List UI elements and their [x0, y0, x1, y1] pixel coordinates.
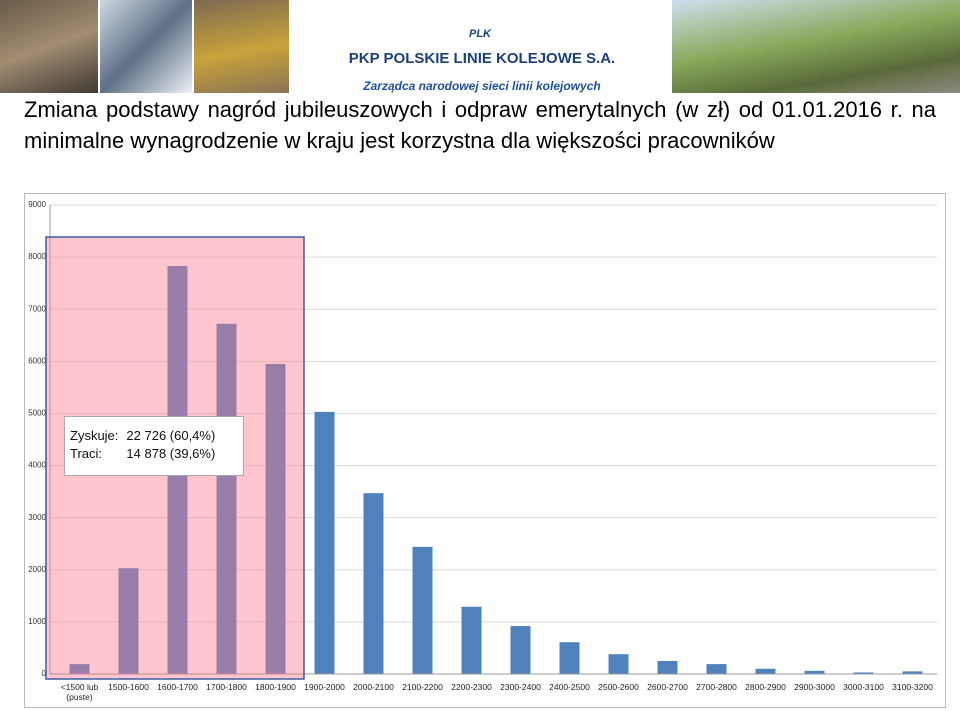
logo-text: PKP POLSKIE LINIE KOLEJOWE S.A. — [348, 50, 616, 67]
photo — [194, 0, 289, 93]
x-tick-label: 2400-2500 — [549, 682, 590, 692]
y-tick-label: 3000 — [28, 513, 46, 522]
bar — [608, 654, 629, 674]
bar — [314, 411, 335, 674]
x-tick-label: 2200-2300 — [451, 682, 492, 692]
annotation-row: Traci: 14 878 (39,6%) — [70, 445, 223, 463]
bar — [265, 363, 286, 674]
y-tick-label: 6000 — [28, 356, 46, 365]
bar — [559, 642, 580, 674]
y-tick-label: 7000 — [28, 304, 46, 313]
bar — [657, 660, 678, 674]
annotation-row: Zyskuje: 22 726 (60,4%) — [70, 427, 223, 445]
x-tick-label: 2100-2200 — [402, 682, 443, 692]
y-tick-label: 4000 — [28, 461, 46, 470]
bar — [902, 671, 923, 674]
x-tick-label: 2000-2100 — [353, 682, 394, 692]
photo — [100, 0, 192, 93]
x-tick-label: <1500 lub (puste) — [60, 682, 99, 702]
bar — [69, 664, 90, 674]
tagline: Zarządca narodowej sieci linii kolejowyc… — [363, 79, 601, 93]
y-tick-label: 9000 — [28, 200, 46, 209]
bar — [755, 668, 776, 674]
annotation-text: Zyskuje: — [70, 428, 119, 443]
x-tick-label: 1600-1700 — [157, 682, 198, 692]
photo — [0, 0, 98, 93]
annotation-text: Traci: — [70, 446, 103, 461]
bar — [706, 664, 727, 674]
x-tick-label: 2900-3000 — [794, 682, 835, 692]
x-tick-label: 1500-1600 — [108, 682, 149, 692]
bar — [461, 606, 482, 674]
chart-frame — [24, 193, 946, 708]
x-tick-label: 1700-1800 — [206, 682, 247, 692]
annotation-text: 22 726 (60,4%) — [126, 428, 216, 443]
x-tick-label: 2800-2900 — [745, 682, 786, 692]
title: Zmiana podstawy nagród jubileuszowych i … — [24, 97, 936, 153]
annotation-box: Zyskuje: 22 726 (60,4%) Traci: 14 878 (39,6… — [64, 416, 244, 476]
bar — [216, 323, 237, 674]
bar — [118, 568, 139, 674]
logo-badge: PLK — [469, 28, 491, 40]
bar — [412, 546, 433, 674]
photo — [672, 0, 960, 93]
y-tick-label: 5000 — [28, 409, 46, 418]
y-tick-label: 1000 — [28, 617, 46, 626]
bar — [804, 670, 825, 674]
y-tick-label: 2000 — [28, 565, 46, 574]
x-tick-label: 2300-2400 — [500, 682, 541, 692]
annotation-text: 14 878 (39,6%) — [126, 446, 216, 461]
x-tick-label: 1800-1900 — [255, 682, 296, 692]
annotation-table: Zyskuje: 22 726 (60,4%) Traci: 14 878 (39,6… — [70, 427, 223, 463]
x-tick-label: 1900-2000 — [304, 682, 345, 692]
x-tick-label: 2500-2600 — [598, 682, 639, 692]
bar — [510, 626, 531, 674]
x-tick-label: 2700-2800 — [696, 682, 737, 692]
x-tick-label: 3000-3100 — [843, 682, 884, 692]
x-tick-label: 2600-2700 — [647, 682, 688, 692]
y-tick-label: 0 — [42, 669, 47, 678]
bar — [363, 493, 384, 674]
y-tick-label: 8000 — [28, 252, 46, 261]
x-tick-label: 3100-3200 — [892, 682, 933, 692]
bar — [853, 672, 874, 674]
